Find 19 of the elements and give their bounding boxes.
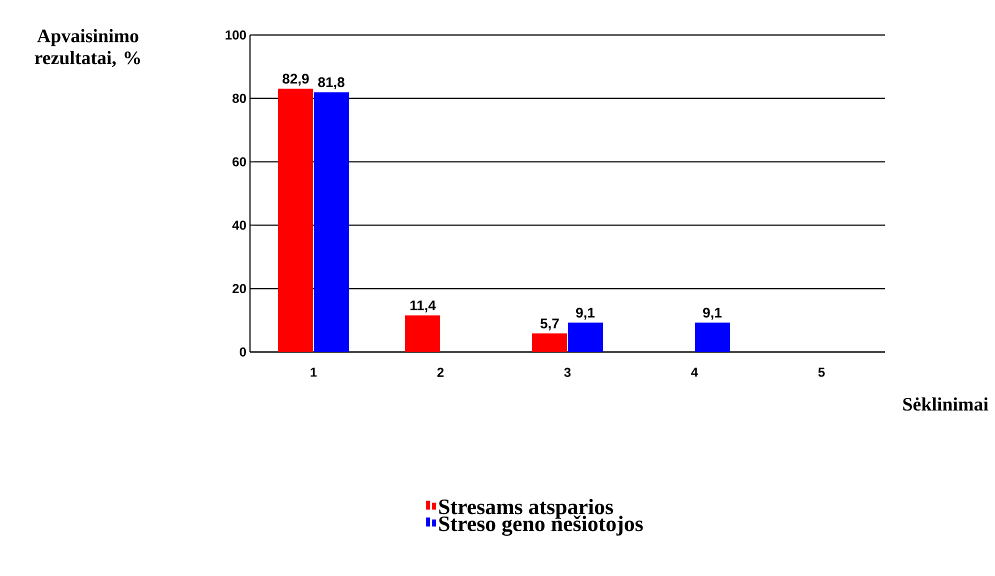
- x-tick-label: 2: [437, 368, 444, 377]
- x-tick-label: 5: [818, 368, 825, 377]
- y-axis-title: Apvaisinimo rezultatai, %: [34, 29, 140, 67]
- x-tick-label: 1: [310, 368, 317, 377]
- y-tick-label: 20: [232, 284, 246, 294]
- y-tick-label: 0: [240, 347, 246, 357]
- data-label: 5,7: [540, 318, 559, 330]
- data-label: 9,1: [703, 308, 722, 320]
- y-tick-label: 60: [232, 157, 246, 166]
- data-label: 82,9: [282, 74, 309, 86]
- data-label: 9,1: [576, 308, 595, 320]
- x-tick-label: 3: [564, 368, 571, 377]
- y-tick-label: 100: [226, 30, 246, 40]
- y-tick-label: 80: [232, 94, 246, 103]
- data-label: 81,8: [318, 77, 344, 90]
- x-axis-title: Sėklinimai: [903, 397, 988, 411]
- x-tick-label: 4: [691, 368, 698, 377]
- y-tick-label: 40: [232, 220, 246, 230]
- data-label: 11,4: [410, 300, 436, 312]
